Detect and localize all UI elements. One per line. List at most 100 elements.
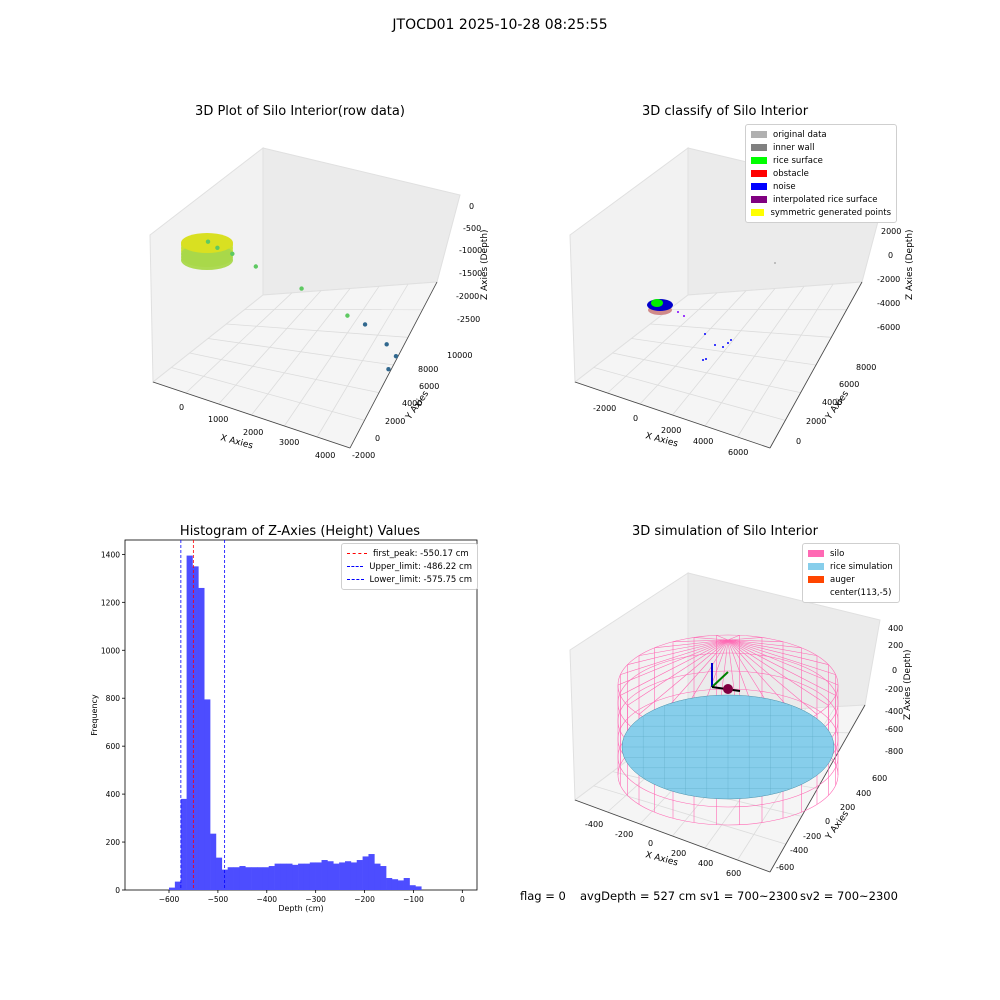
silo-roof-line: [727, 637, 763, 641]
histogram-bar: [397, 880, 404, 890]
legend-swatch: [751, 183, 767, 190]
figure-title: JTOCD01 2025-10-28 08:25:55: [392, 17, 608, 33]
z-tick: -200: [885, 685, 903, 694]
histogram-bar: [303, 863, 311, 890]
y-tick: 8000: [856, 363, 876, 372]
histogram-bar: [227, 867, 234, 890]
grid-lines: [171, 283, 423, 438]
silo-roof-line: [620, 639, 729, 675]
x-tick-label: −600: [159, 895, 180, 904]
legend-swatch: [808, 589, 824, 596]
legend-item: Lower_limit: -575.75 cm: [347, 573, 472, 586]
status-sv1: sv1 = 700~2300: [700, 889, 798, 903]
histogram-bar: [233, 867, 240, 890]
histogram-bar: [362, 856, 369, 890]
z-tick: -6000: [877, 323, 900, 332]
y-tick-label: 1200: [101, 598, 120, 607]
y-tick: 600: [872, 774, 887, 783]
y-tick: 4000: [402, 399, 422, 408]
plot1-title: 3D Plot of Silo Interior(row data): [195, 104, 405, 119]
y-tick: 0: [796, 437, 801, 446]
y-tick: -400: [790, 846, 808, 855]
x-tick: 2000: [243, 428, 263, 437]
z-tick: -500: [463, 224, 481, 233]
histogram-bar: [169, 887, 176, 890]
z-tick: -2000: [456, 292, 479, 301]
dense-point-cluster: [181, 250, 233, 270]
z-tick: -400: [885, 707, 903, 716]
silo-roof-line: [727, 639, 818, 715]
x-tick: 4000: [315, 451, 335, 460]
data-points: [181, 233, 399, 372]
silo-roof-line: [672, 639, 729, 642]
histogram-bar: [368, 854, 375, 890]
status-avg-depth: avgDepth = 527 cm: [580, 889, 697, 903]
x-tick-label: −300: [305, 895, 326, 904]
y-tick: 0: [825, 817, 830, 826]
histogram-bar: [210, 833, 217, 890]
x-tick: 2000: [661, 426, 681, 435]
y-axis-label: Frequency: [90, 694, 99, 736]
histogram-bar: [391, 879, 399, 890]
x-tick: 600: [726, 869, 741, 878]
outlier-point: [386, 367, 391, 372]
outlier-point: [205, 239, 211, 244]
legend-item: symmetric generated points: [751, 206, 891, 219]
y-tick: -600: [776, 863, 794, 872]
legend-item: inner wall: [751, 141, 891, 154]
auger: [711, 663, 741, 694]
x-tick-label: −100: [403, 895, 424, 904]
z-axis-label: Z Axies (Depth): [905, 229, 915, 300]
y-tick: 0: [375, 434, 380, 443]
y-tick: -200: [803, 832, 821, 841]
simulation-3d-plot: -400 -200 0 200 400 600 -600 -400 -200 0…: [569, 572, 913, 878]
legend-line: [347, 553, 367, 554]
histogram-bar: [280, 863, 287, 890]
histogram-bar: [409, 885, 416, 890]
reference-lines: [180, 540, 226, 890]
histogram-bar: [180, 798, 187, 890]
outlier-point: [362, 322, 368, 327]
histogram-bar: [174, 881, 182, 890]
outlier-point: [345, 313, 350, 318]
histogram-bar: [239, 866, 246, 890]
grid-line: [737, 283, 834, 438]
histogram-bar: [215, 857, 223, 890]
classify-3d-plot: -2000 0 2000 4000 6000 0 2000 4000 6000 …: [569, 147, 915, 457]
silo-roof-line: [727, 639, 836, 696]
histogram-bar: [403, 878, 410, 890]
histogram-legend: first_peak: -550.17 cm Upper_limit: -486…: [341, 543, 478, 590]
y-tick-label: 1400: [101, 550, 120, 559]
histogram-bar: [333, 863, 340, 890]
histogram-bar: [315, 862, 322, 890]
histogram-bar: [374, 863, 381, 890]
legend-swatch: [751, 131, 767, 138]
histogram-bar: [251, 867, 258, 890]
histogram-bar: [327, 861, 334, 890]
silo-roof-line: [716, 634, 729, 641]
legend-item: Upper_limit: -486.22 cm: [347, 560, 472, 573]
y-ticks: 0 200 400 600 800 1000 1200 1400: [101, 550, 125, 895]
silo-roof-line: [727, 634, 740, 641]
y-tick-label: 400: [106, 790, 121, 799]
histogram-bar: [268, 866, 275, 890]
y-tick-label: 0: [115, 886, 120, 895]
outlier-point: [215, 245, 220, 251]
legend-swatch: [808, 550, 824, 557]
y-tick-label: 600: [106, 742, 121, 751]
y-tick: 200: [840, 803, 855, 812]
status-sv2: sv2 = 700~2300: [800, 889, 898, 903]
legend-item: rice simulation: [808, 560, 894, 573]
histogram-bar: [339, 862, 346, 890]
silo-roof-line: [638, 639, 729, 656]
outlier-point: [393, 353, 399, 359]
plot4-title: 3D simulation of Silo Interior: [632, 524, 818, 539]
z-tick: -4000: [877, 299, 900, 308]
histogram-bars: [169, 555, 422, 890]
x-tick: -200: [615, 830, 633, 839]
x-tick-label: 0: [460, 895, 465, 904]
plot2-title: 3D classify of Silo Interior: [641, 104, 809, 119]
raw-data-3d-plot: 0 1000 2000 3000 4000 -2000 0 2000 4000 …: [149, 146, 490, 460]
histogram-bar: [198, 587, 205, 890]
silo-roof-line: [727, 639, 784, 642]
